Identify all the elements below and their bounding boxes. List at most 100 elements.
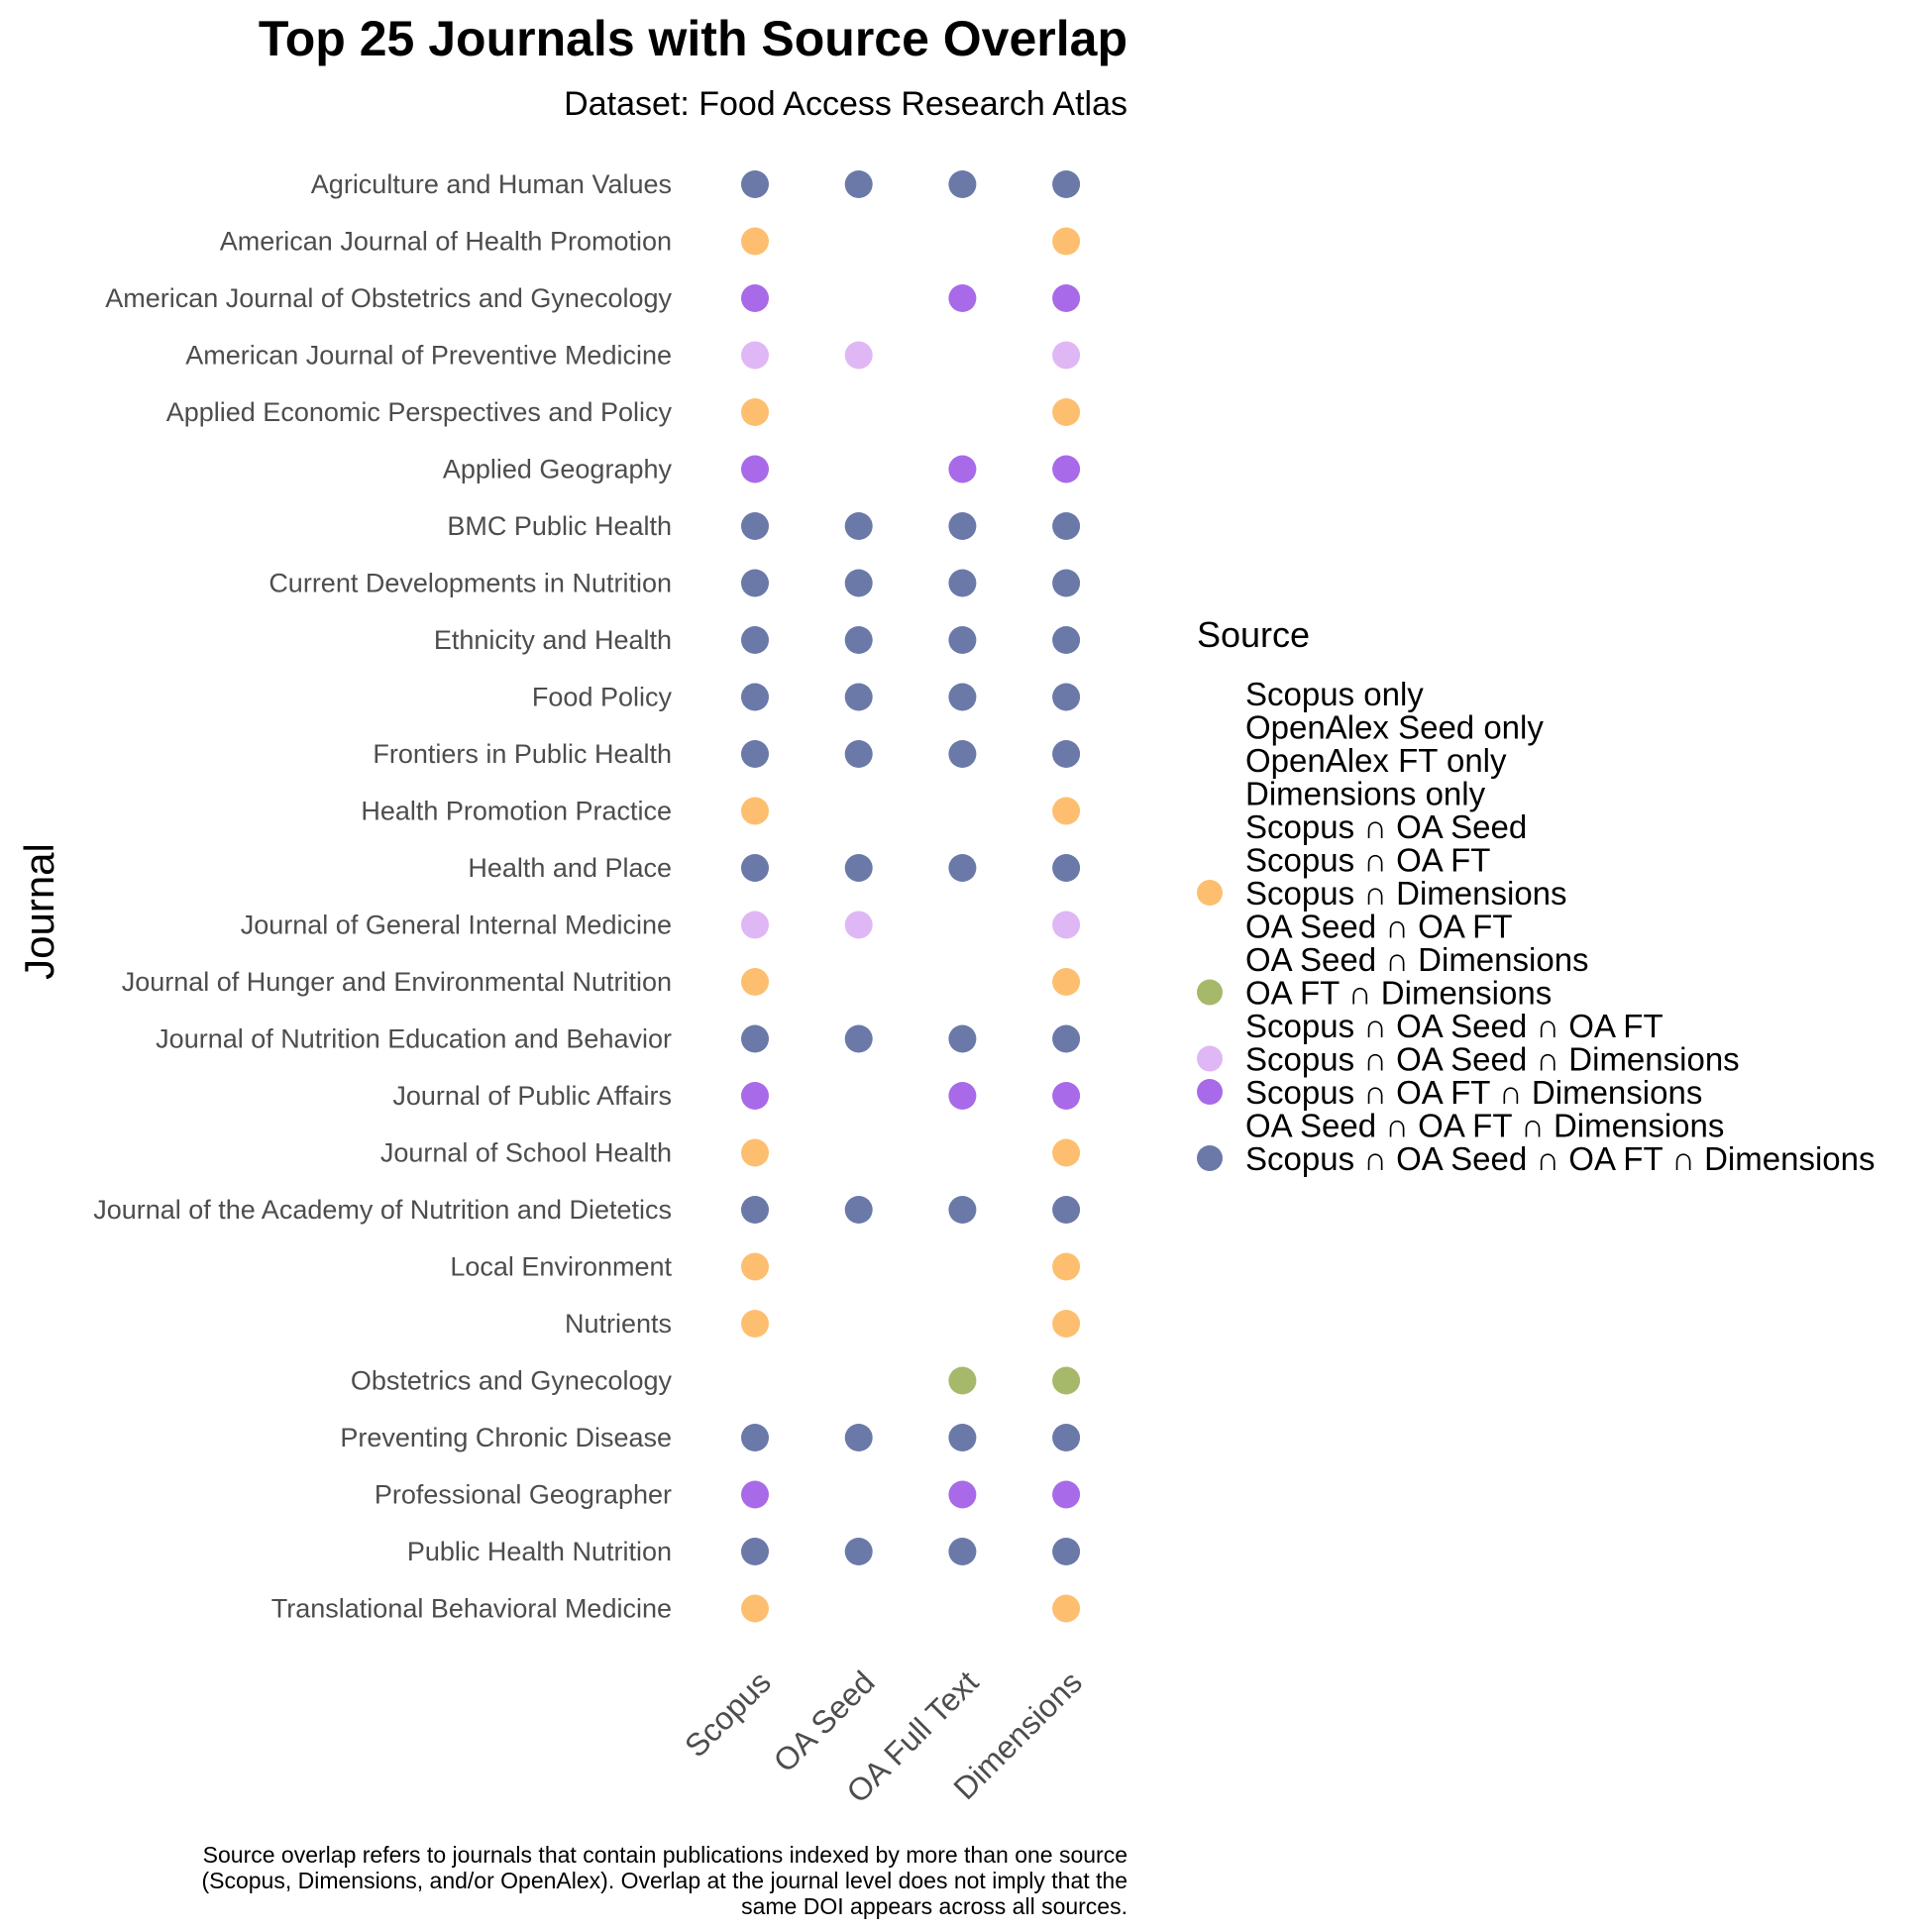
point-current-developments-in-nutrition-oa-full-text — [948, 569, 977, 597]
y-tick-obstetrics-and-gynecology: Obstetrics and Gynecology — [351, 1366, 673, 1396]
y-tick-professional-geographer: Professional Geographer — [375, 1480, 672, 1510]
point-applied-economic-perspectives-and-policy-scopus — [741, 398, 769, 426]
legend-key-scopus-oa-seed-oa-ft-dimensions — [1197, 1145, 1223, 1171]
point-journal-of-the-academy-of-nutrition-and-dietetics-dimensions — [1052, 1196, 1081, 1224]
point-applied-geography-dimensions — [1052, 455, 1081, 483]
caption-line-1: Source overlap refers to journals that c… — [203, 1842, 1127, 1868]
y-axis-ticks: Agriculture and Human Values American Jou… — [93, 169, 672, 1624]
y-tick-ethnicity-and-health: Ethnicity and Health — [434, 625, 672, 655]
plot-area — [741, 170, 1081, 1623]
point-journal-of-the-academy-of-nutrition-and-dietetics-oa-seed — [844, 1196, 873, 1224]
point-ethnicity-and-health-dimensions — [1052, 626, 1081, 654]
y-tick-public-health-nutrition: Public Health Nutrition — [407, 1537, 672, 1566]
caption-line-2: (Scopus, Dimensions, and/or OpenAlex). O… — [201, 1868, 1127, 1893]
legend-label-oa-seed-oa-ft: OA Seed ∩ OA FT — [1245, 909, 1513, 945]
point-bmc-public-health-dimensions — [1052, 512, 1081, 540]
legend-label-scopus-oa-ft: Scopus ∩ OA FT — [1245, 842, 1490, 879]
point-journal-of-nutrition-education-and-behavior-dimensions — [1052, 1024, 1081, 1053]
y-axis-label: Journal — [16, 843, 62, 980]
point-ethnicity-and-health-scopus — [741, 626, 769, 654]
y-tick-journal-of-nutrition-education-and-behavior: Journal of Nutrition Education and Behav… — [156, 1024, 672, 1054]
legend-key-oa-ft-dimensions — [1197, 979, 1223, 1006]
point-journal-of-general-internal-medicine-dimensions — [1052, 911, 1081, 939]
y-tick-applied-economic-perspectives-and-policy: Applied Economic Perspectives and Policy — [166, 397, 673, 427]
y-tick-american-journal-of-preventive-medicine: American Journal of Preventive Medicine — [185, 341, 672, 371]
y-tick-applied-geography: Applied Geography — [443, 455, 673, 484]
point-journal-of-public-affairs-dimensions — [1052, 1082, 1081, 1110]
legend-label-oa-ft-dimensions: OA FT ∩ Dimensions — [1245, 975, 1552, 1012]
point-agriculture-and-human-values-oa-seed — [844, 170, 873, 198]
point-bmc-public-health-oa-seed — [844, 512, 873, 540]
point-journal-of-nutrition-education-and-behavior-oa-full-text — [948, 1024, 977, 1053]
point-bmc-public-health-oa-full-text — [948, 512, 977, 540]
point-professional-geographer-scopus — [741, 1480, 769, 1509]
point-agriculture-and-human-values-dimensions — [1052, 170, 1081, 198]
point-agriculture-and-human-values-scopus — [741, 170, 769, 198]
point-ethnicity-and-health-oa-seed — [844, 626, 873, 654]
point-health-and-place-oa-seed — [844, 854, 873, 882]
point-food-policy-oa-full-text — [948, 683, 977, 711]
point-professional-geographer-dimensions — [1052, 1480, 1081, 1509]
point-journal-of-the-academy-of-nutrition-and-dietetics-oa-full-text — [948, 1196, 977, 1224]
y-tick-journal-of-general-internal-medicine: Journal of General Internal Medicine — [241, 911, 672, 940]
point-journal-of-hunger-and-environmental-nutrition-scopus — [741, 968, 769, 996]
point-bmc-public-health-scopus — [741, 512, 769, 540]
chart-title: Top 25 Journals with Source Overlap — [259, 11, 1127, 66]
legend-title: Source — [1197, 614, 1310, 655]
y-tick-current-developments-in-nutrition: Current Developments in Nutrition — [268, 569, 672, 598]
point-american-journal-of-preventive-medicine-scopus — [741, 341, 769, 370]
point-journal-of-school-health-scopus — [741, 1138, 769, 1167]
point-local-environment-dimensions — [1052, 1252, 1081, 1281]
legend-key-scopus-dimensions — [1197, 880, 1223, 906]
caption-line-3: same DOI appears across all sources. — [741, 1893, 1127, 1919]
point-translational-behavioral-medicine-dimensions — [1052, 1594, 1081, 1623]
point-ethnicity-and-health-oa-full-text — [948, 626, 977, 654]
point-public-health-nutrition-oa-full-text — [948, 1538, 977, 1565]
point-journal-of-public-affairs-oa-full-text — [948, 1082, 977, 1110]
y-tick-health-and-place: Health and Place — [468, 853, 672, 883]
point-health-and-place-oa-full-text — [948, 854, 977, 882]
y-tick-american-journal-of-health-promotion: American Journal of Health Promotion — [220, 227, 672, 257]
point-applied-geography-scopus — [741, 455, 769, 483]
point-local-environment-scopus — [741, 1252, 769, 1281]
y-tick-nutrients: Nutrients — [565, 1309, 672, 1339]
point-current-developments-in-nutrition-oa-seed — [844, 569, 873, 597]
legend-label-scopus-only: Scopus only — [1245, 676, 1424, 712]
y-tick-health-promotion-practice: Health Promotion Practice — [361, 797, 672, 826]
y-tick-journal-of-public-affairs: Journal of Public Affairs — [392, 1081, 672, 1111]
point-agriculture-and-human-values-oa-full-text — [948, 170, 977, 198]
legend-label-openalex-ft-only: OpenAlex FT only — [1245, 742, 1507, 779]
point-journal-of-nutrition-education-and-behavior-oa-seed — [844, 1024, 873, 1053]
caption: Source overlap refers to journals that c… — [201, 1842, 1127, 1919]
legend-label-scopus-oa-seed: Scopus ∩ OA Seed — [1245, 808, 1527, 845]
y-tick-journal-of-hunger-and-environmental-nutrition: Journal of Hunger and Environmental Nutr… — [122, 967, 672, 997]
y-tick-translational-behavioral-medicine: Translational Behavioral Medicine — [271, 1594, 672, 1624]
point-public-health-nutrition-dimensions — [1052, 1538, 1081, 1565]
point-food-policy-dimensions — [1052, 683, 1081, 711]
legend-label-scopus-oa-seed-oa-ft-dimensions: Scopus ∩ OA Seed ∩ OA FT ∩ Dimensions — [1245, 1140, 1875, 1177]
point-food-policy-oa-seed — [844, 683, 873, 711]
point-journal-of-school-health-dimensions — [1052, 1138, 1081, 1167]
point-health-promotion-practice-scopus — [741, 797, 769, 825]
point-american-journal-of-obstetrics-and-gynecology-dimensions — [1052, 284, 1081, 312]
legend-label-oa-seed-dimensions: OA Seed ∩ Dimensions — [1245, 941, 1589, 978]
point-applied-geography-oa-full-text — [948, 455, 977, 483]
point-american-journal-of-preventive-medicine-dimensions — [1052, 341, 1081, 370]
point-american-journal-of-health-promotion-scopus — [741, 227, 769, 256]
point-preventing-chronic-disease-scopus — [741, 1424, 769, 1451]
legend-label-scopus-oa-ft-dimensions: Scopus ∩ OA FT ∩ Dimensions — [1245, 1074, 1702, 1111]
point-american-journal-of-preventive-medicine-oa-seed — [844, 341, 873, 370]
point-health-and-place-scopus — [741, 854, 769, 882]
y-tick-frontiers-in-public-health: Frontiers in Public Health — [373, 739, 672, 769]
y-tick-preventing-chronic-disease: Preventing Chronic Disease — [340, 1423, 672, 1452]
y-tick-american-journal-of-obstetrics-and-gynecology: American Journal of Obstetrics and Gynec… — [105, 283, 672, 313]
point-professional-geographer-oa-full-text — [948, 1480, 977, 1509]
legend-label-openalex-seed-only: OpenAlex Seed only — [1245, 709, 1544, 746]
y-tick-agriculture-and-human-values: Agriculture and Human Values — [311, 169, 672, 199]
point-journal-of-hunger-and-environmental-nutrition-dimensions — [1052, 968, 1081, 996]
chart-subtitle: Dataset: Food Access Research Atlas — [564, 85, 1127, 123]
point-preventing-chronic-disease-oa-seed — [844, 1424, 873, 1451]
y-tick-local-environment: Local Environment — [450, 1252, 672, 1282]
point-preventing-chronic-disease-dimensions — [1052, 1424, 1081, 1451]
